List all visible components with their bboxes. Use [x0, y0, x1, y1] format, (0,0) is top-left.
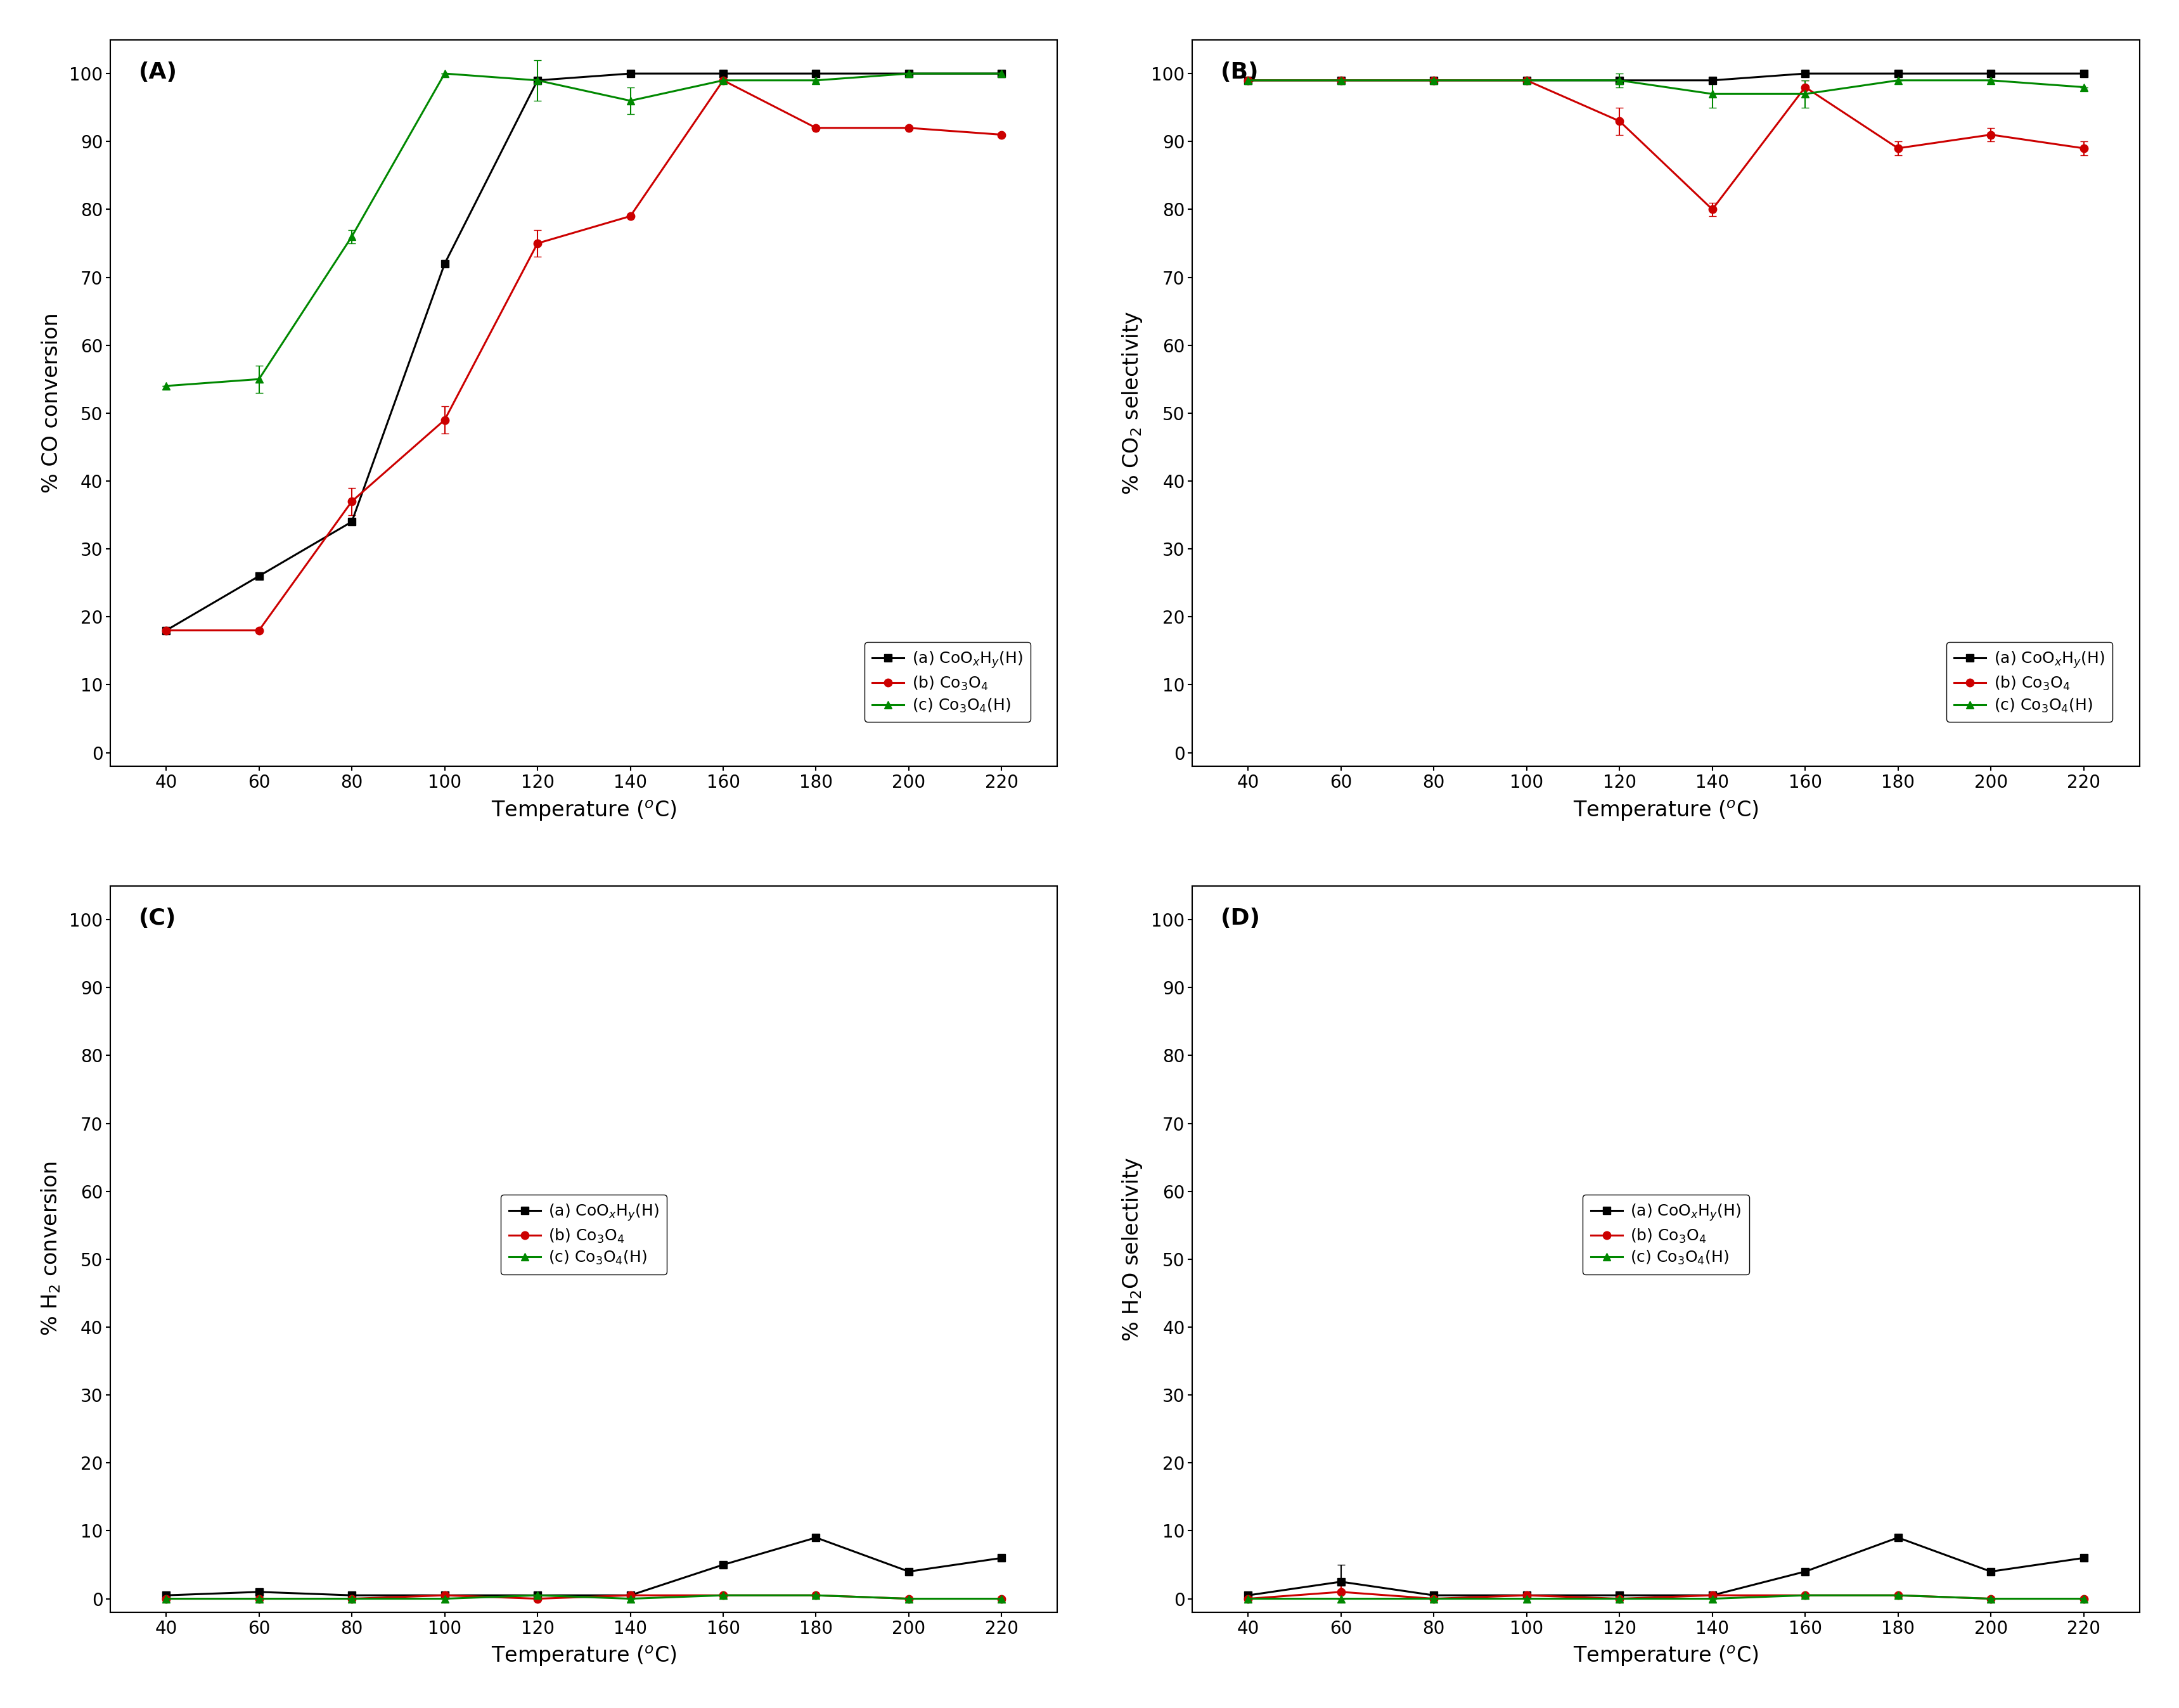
- X-axis label: Temperature ($^o$C): Temperature ($^o$C): [1573, 1645, 1758, 1669]
- Legend: (a) CoO$_x$H$_y$(H), (b) Co$_3$O$_4$, (c) Co$_3$O$_4$(H): (a) CoO$_x$H$_y$(H), (b) Co$_3$O$_4$, (c…: [1946, 642, 2111, 722]
- Legend: (a) CoO$_x$H$_y$(H), (b) Co$_3$O$_4$, (c) Co$_3$O$_4$(H): (a) CoO$_x$H$_y$(H), (b) Co$_3$O$_4$, (c…: [501, 1194, 667, 1274]
- Text: (C): (C): [139, 907, 176, 929]
- X-axis label: Temperature ($^o$C): Temperature ($^o$C): [1573, 798, 1758, 822]
- Legend: (a) CoO$_x$H$_y$(H), (b) Co$_3$O$_4$, (c) Co$_3$O$_4$(H): (a) CoO$_x$H$_y$(H), (b) Co$_3$O$_4$, (c…: [1582, 1194, 1750, 1274]
- Y-axis label: % H$_2$ conversion: % H$_2$ conversion: [39, 1161, 63, 1336]
- Text: (A): (A): [139, 61, 176, 84]
- Y-axis label: % H$_2$O selectivity: % H$_2$O selectivity: [1120, 1156, 1144, 1341]
- X-axis label: Temperature ($^o$C): Temperature ($^o$C): [490, 1645, 678, 1669]
- Text: (D): (D): [1220, 907, 1262, 929]
- Legend: (a) CoO$_x$H$_y$(H), (b) Co$_3$O$_4$, (c) Co$_3$O$_4$(H): (a) CoO$_x$H$_y$(H), (b) Co$_3$O$_4$, (c…: [865, 642, 1031, 722]
- Y-axis label: % CO conversion: % CO conversion: [41, 313, 63, 494]
- Y-axis label: % CO$_2$ selectivity: % CO$_2$ selectivity: [1120, 311, 1144, 495]
- X-axis label: Temperature ($^o$C): Temperature ($^o$C): [490, 798, 678, 822]
- Text: (B): (B): [1220, 61, 1259, 84]
